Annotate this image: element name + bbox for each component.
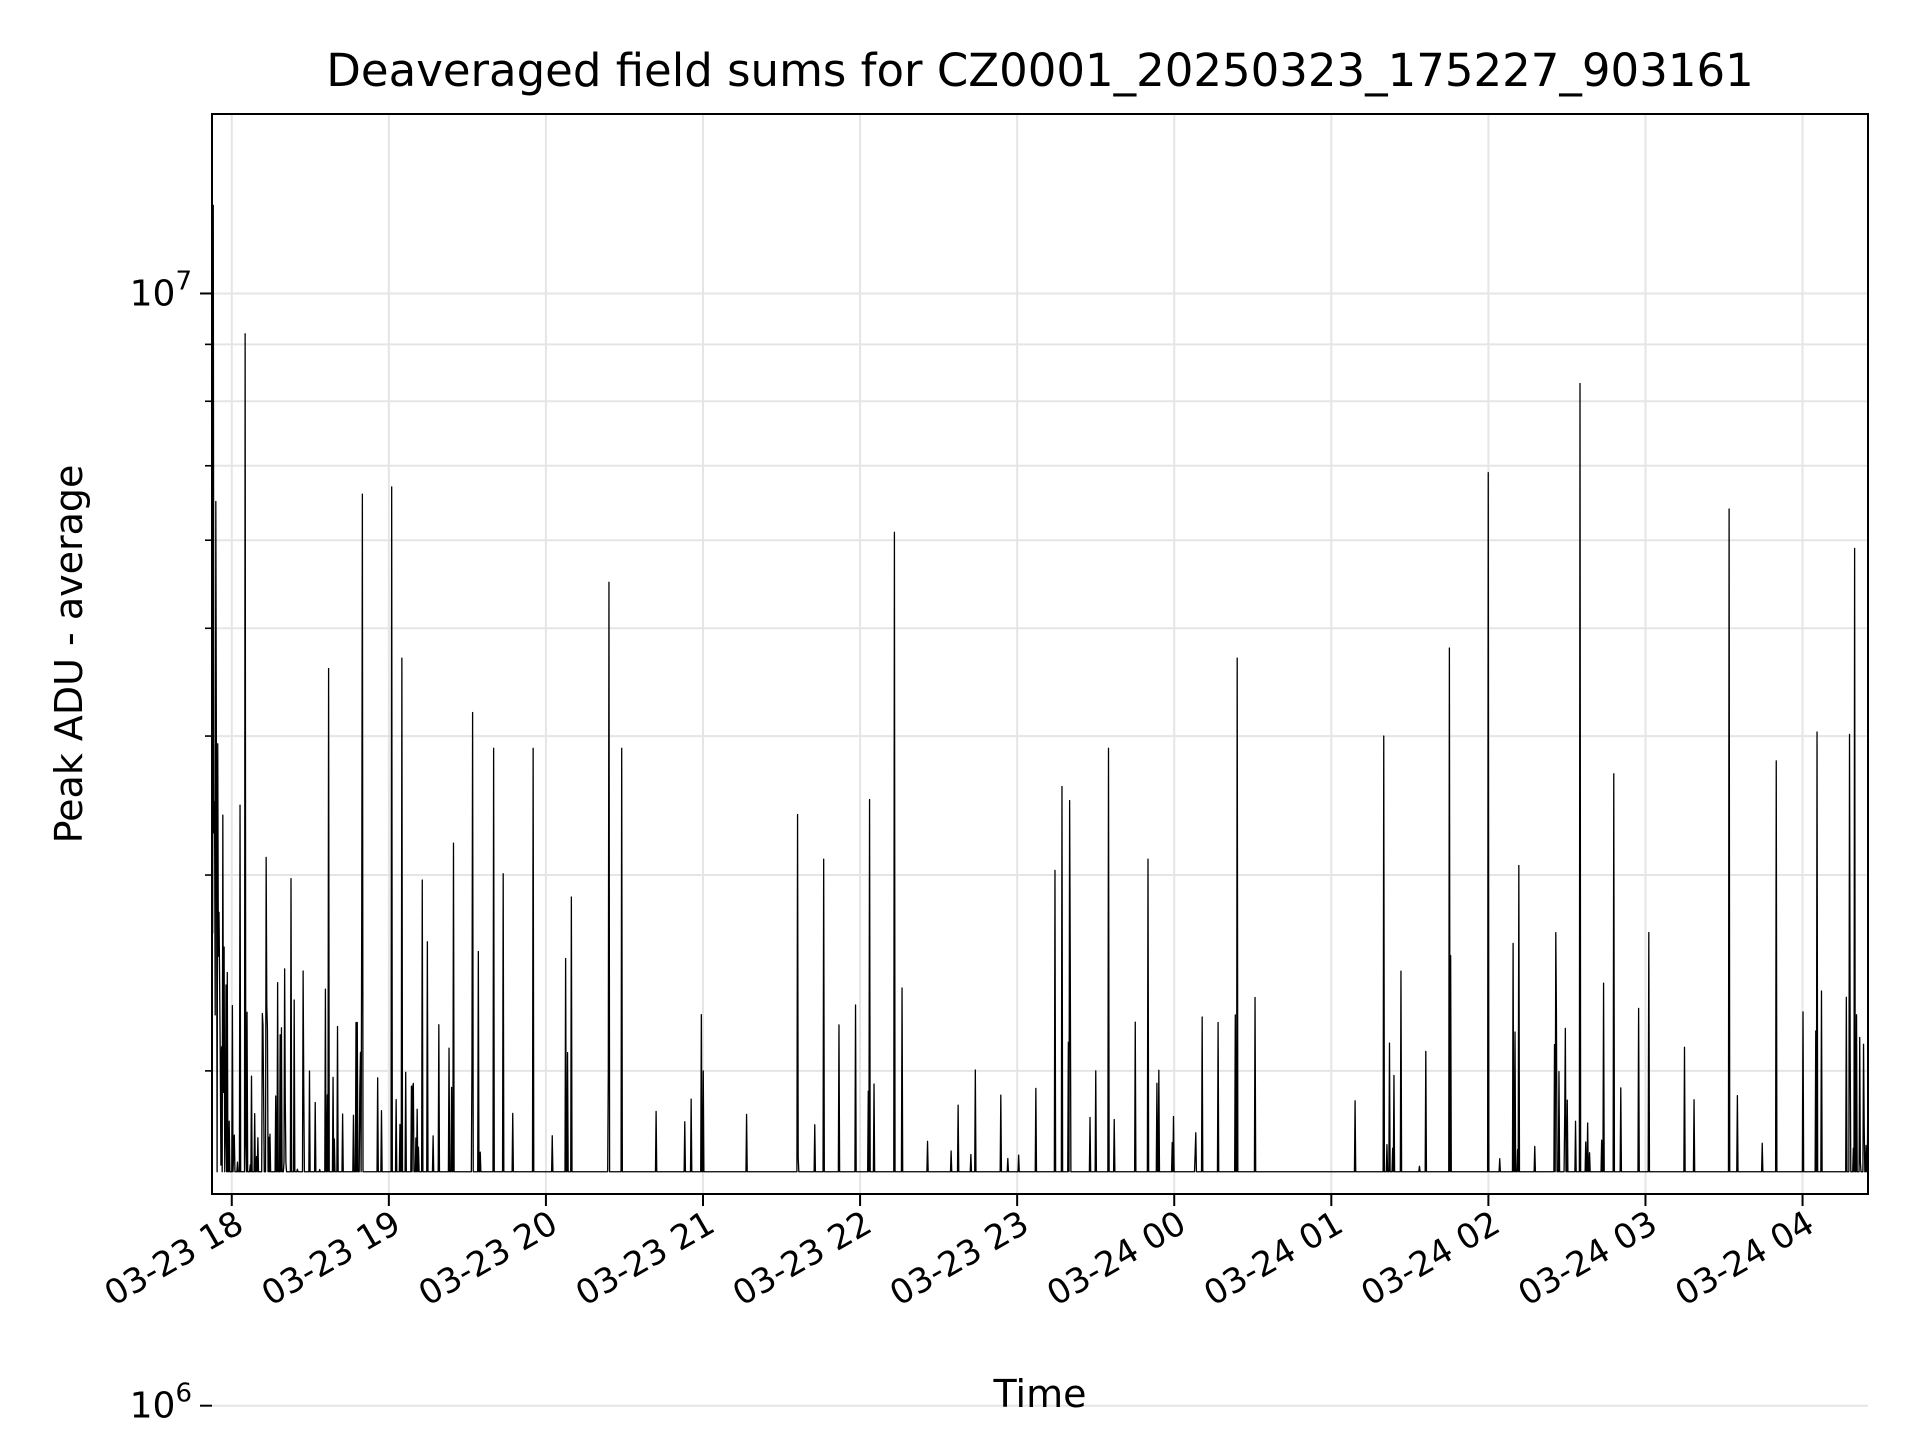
y-tick-exponent: 6	[175, 1379, 192, 1409]
y-tick-label: 106	[130, 1379, 192, 1427]
series-path	[211, 204, 1869, 1173]
plot-frame	[211, 113, 1869, 1195]
y-axis-label: Peak ADU - average	[47, 465, 91, 844]
chart-title: Deaveraged field sums for CZ0001_2025032…	[326, 44, 1753, 97]
series-line	[211, 204, 1869, 1173]
y-tick-exponent: 7	[175, 266, 192, 296]
y-tick-base: 10	[130, 273, 176, 314]
y-tick-base: 10	[130, 1386, 176, 1427]
y-tick-label: 107	[130, 266, 192, 314]
x-axis-label: Time	[993, 1372, 1087, 1416]
